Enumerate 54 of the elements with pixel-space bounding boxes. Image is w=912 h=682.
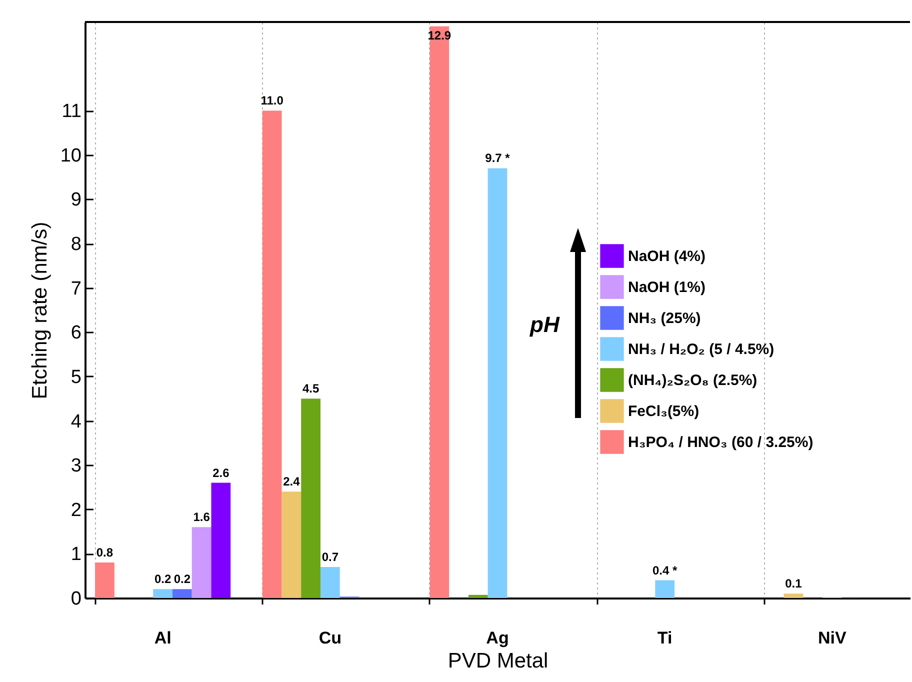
data-label: 2.6 [212, 466, 230, 480]
bar [468, 594, 488, 598]
bar [301, 398, 320, 598]
legend-label: FeCl₃(5%) [628, 403, 700, 420]
legend-label: NaOH (4%) [628, 248, 706, 265]
x-tick-label: Al [154, 628, 172, 648]
bar [192, 527, 212, 598]
legend-label: NH₃ (25%) [628, 310, 701, 327]
x-tick-label: Cu [318, 628, 342, 648]
bar [430, 26, 450, 598]
bar [172, 589, 192, 598]
data-label: 0.8 [96, 546, 114, 560]
data-label: 9.7 * [485, 151, 510, 166]
bar [262, 110, 282, 598]
data-label: 2.4 [283, 474, 300, 489]
bar [282, 492, 302, 598]
y-tick-label: 7 [70, 278, 82, 300]
y-tick-label: 0 [70, 588, 82, 610]
legend-label: H₃PO₄ / HNO₃ (60 / 3.25%) [628, 434, 814, 451]
y-tick-label: 2 [70, 500, 82, 521]
y-tick-label: 11 [62, 101, 82, 122]
data-label: 11.0 [260, 94, 284, 108]
bar [784, 594, 804, 598]
y-tick-label: 8 [70, 234, 82, 256]
data-label: 0.4 * [652, 563, 678, 578]
legend-label: NaOH (1%) [628, 279, 706, 296]
y-tick-label: 3 [70, 456, 82, 477]
data-label: 4.5 [302, 382, 320, 396]
x-tick-label: NiV [818, 628, 848, 648]
x-tick-label: Ti [657, 628, 672, 648]
bar [153, 589, 172, 598]
data-label: 0.7 [322, 550, 339, 564]
y-tick-label: 5 [70, 366, 82, 388]
x-tick-label: Ag [486, 628, 509, 648]
y-tick-label: 6 [70, 322, 82, 344]
bar [488, 168, 508, 598]
bar [211, 482, 231, 598]
data-label: 0.1 [785, 576, 802, 591]
legend-label: NH₃ / H₂O₂ (5 / 4.5%) [628, 341, 774, 358]
data-label: 1.6 [193, 510, 210, 524]
y-tick-label: 9 [70, 190, 82, 211]
y-axis-title: Etching rate (nm/s) [28, 222, 52, 400]
data-label: 0.2 [154, 572, 172, 586]
bar [95, 562, 114, 598]
bar [320, 566, 340, 598]
y-tick-label: 10 [60, 145, 82, 166]
legend-label: (NH₄)₂S₂O₈ (2.5%) [628, 372, 758, 389]
bar [655, 580, 675, 598]
data-label: 12.9 [428, 28, 452, 42]
annotation: pH [530, 312, 560, 338]
y-tick-label: 4 [70, 411, 82, 432]
y-tick-label: 1 [70, 544, 82, 566]
x-axis-title: PVD Metal [448, 650, 548, 672]
data-label: 0.2 [174, 572, 191, 586]
